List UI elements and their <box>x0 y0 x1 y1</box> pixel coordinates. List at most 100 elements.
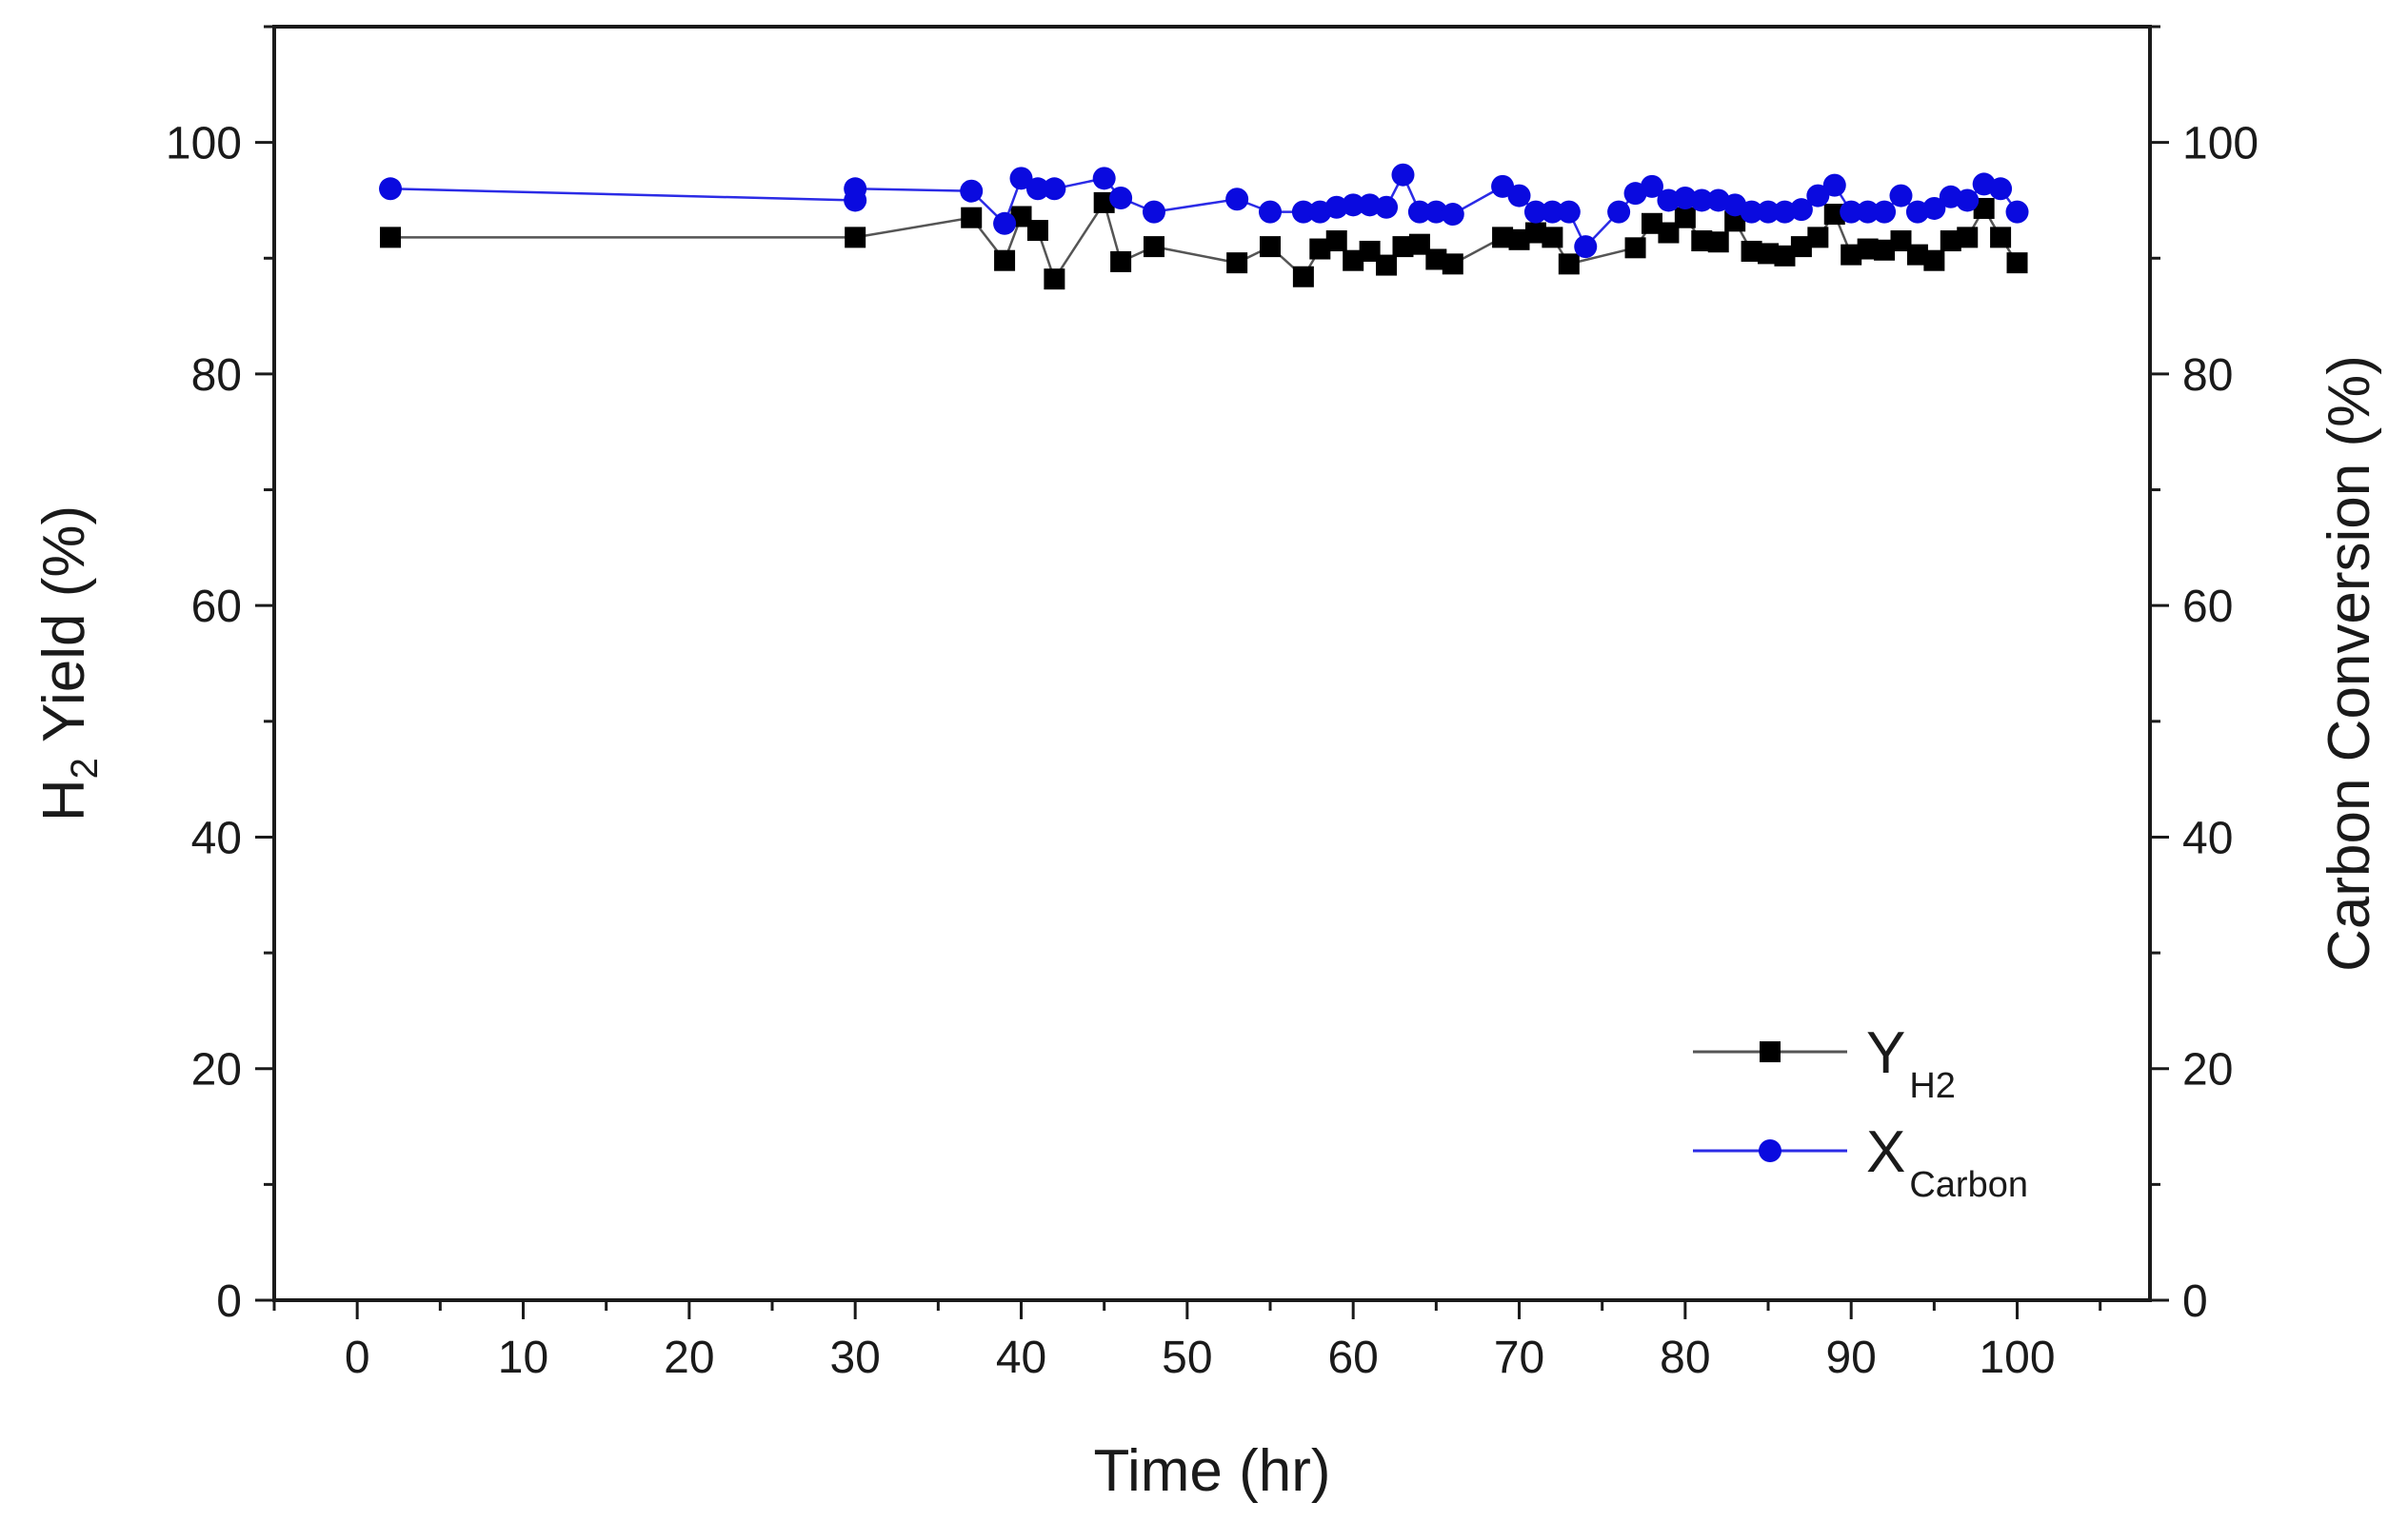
left-y-axis-title: H2 Yield (%) <box>31 505 106 821</box>
data-point <box>1391 163 1415 187</box>
data-point <box>1009 167 1033 190</box>
right-y-tick-label: 80 <box>2182 350 2233 401</box>
data-point <box>1790 236 1812 258</box>
left-y-tick-label: 60 <box>191 582 242 632</box>
data-point <box>1973 197 1995 219</box>
right-y-tick-label: 60 <box>2182 582 2233 632</box>
data-point <box>1292 266 1314 287</box>
x-tick-label: 10 <box>498 1333 548 1383</box>
data-point <box>1408 233 1430 255</box>
legend-label: X Carbon <box>1866 1119 2028 1205</box>
axis-ticks: 0 10 20 30 40 50 60 70 80 90 100 0 0 20 20 40 40 60 60 80 80… <box>166 25 2259 1383</box>
data-point <box>1658 222 1680 244</box>
data-point <box>1291 200 1315 224</box>
data-point <box>961 207 983 228</box>
x-tick-label: 50 <box>1162 1333 1212 1383</box>
data-point <box>1025 177 1049 201</box>
left-y-tick-label: 80 <box>191 350 242 401</box>
data-point <box>1956 188 1980 212</box>
legend-label-subscript: Carbon <box>1909 1165 2028 1205</box>
plot-frame <box>272 25 2152 1302</box>
data-point <box>1492 227 1514 248</box>
data-point <box>1010 206 1032 227</box>
data-point <box>1541 200 1564 224</box>
data-point <box>1407 200 1431 224</box>
data-point <box>1841 244 1862 266</box>
data-point <box>1507 184 1531 208</box>
data-point <box>1142 200 1165 224</box>
data-point <box>1558 253 1580 275</box>
data-point <box>1557 200 1581 224</box>
legend-label: Y H2 <box>1866 1020 1956 1106</box>
data-point <box>1674 207 1696 228</box>
data-point <box>1856 200 1880 224</box>
data-point <box>1990 227 2012 248</box>
right-y-axis-title: Carbon Conversion (%) <box>2317 355 2382 972</box>
data-point <box>380 227 402 248</box>
data-point <box>1092 167 1116 190</box>
data-point <box>1607 200 1631 224</box>
data-point <box>1923 249 1945 271</box>
data-point <box>1226 252 1248 274</box>
data-point <box>1259 200 1283 224</box>
data-point <box>1359 240 1381 262</box>
legend-entry: Y H2 <box>1693 1020 1956 1106</box>
left-y-tick-label: 100 <box>166 119 242 169</box>
data-point <box>1491 174 1515 198</box>
data-point <box>1425 248 1447 270</box>
right-y-tick-label: 100 <box>2182 119 2259 169</box>
data-point <box>1641 212 1662 234</box>
data-point <box>960 179 984 203</box>
data-point <box>1741 240 1762 262</box>
data-point <box>1342 193 1365 217</box>
data-point <box>1524 222 1546 244</box>
data-point <box>1044 268 1065 290</box>
left-y-tick-label: 40 <box>191 813 242 863</box>
right-y-tick-label: 40 <box>2182 813 2233 863</box>
data-point <box>1309 238 1331 260</box>
data-point <box>1624 237 1646 259</box>
data-point <box>1691 230 1713 252</box>
data-point <box>1989 177 2013 201</box>
right-y-tick-label: 20 <box>2182 1045 2233 1096</box>
legend: Y H2 X Carbon <box>1693 1020 2028 1205</box>
data-point <box>1840 200 1863 224</box>
x-tick-label: 100 <box>1979 1333 2055 1383</box>
data-point <box>1889 184 1913 208</box>
data-point <box>1807 227 1829 248</box>
data-point <box>1325 230 1347 252</box>
legend-label-main: Y <box>1866 1020 1905 1086</box>
left-y-axis-title-main: H <box>31 779 97 821</box>
data-point <box>1442 253 1463 275</box>
data-point <box>1857 238 1879 260</box>
data-point <box>1043 177 1066 201</box>
x-tick-label: 90 <box>1825 1333 1876 1383</box>
data-point <box>1508 228 1530 250</box>
data-point <box>1143 236 1164 258</box>
legend-marker <box>1760 1041 1781 1062</box>
data-point <box>1922 196 1946 220</box>
data-point <box>1774 245 1796 267</box>
data-point <box>1757 200 1781 224</box>
data-point <box>1823 204 1845 226</box>
right-y-tick-label: 0 <box>2182 1276 2208 1327</box>
data-point <box>1957 227 1979 248</box>
data-point <box>844 177 867 201</box>
data-point <box>1874 239 1896 261</box>
data-point <box>1026 220 1048 242</box>
x-tick-label: 80 <box>1660 1333 1710 1383</box>
x-tick-label: 40 <box>996 1333 1046 1383</box>
data-point <box>1375 195 1399 219</box>
legend-marker <box>1759 1139 1781 1162</box>
data-point <box>1523 200 1547 224</box>
data-point <box>1574 235 1598 259</box>
data-point <box>1940 230 1961 252</box>
data-point <box>1740 200 1763 224</box>
x-tick-label: 20 <box>664 1333 714 1383</box>
data-point <box>1392 236 1414 258</box>
data-point <box>1890 230 1912 252</box>
series-1 <box>380 191 2028 290</box>
data-point <box>1707 231 1729 253</box>
data-point <box>379 177 403 201</box>
data-point <box>845 227 866 248</box>
